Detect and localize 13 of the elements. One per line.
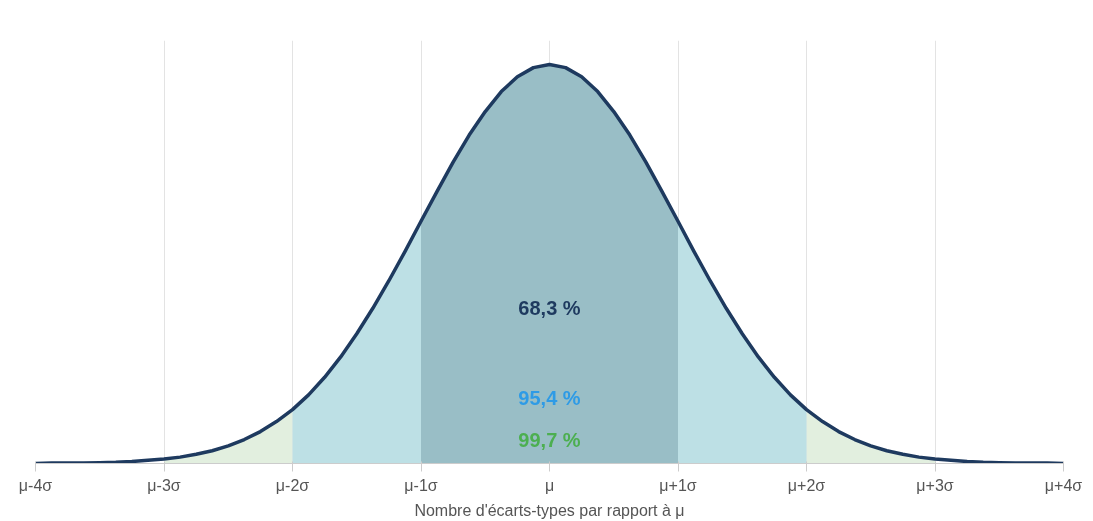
x-tick-label: μ-3σ (147, 476, 181, 494)
x-tick-label: μ+1σ (659, 476, 697, 494)
annotation: 99,7 % (518, 428, 581, 451)
x-tick-label: μ-4σ (18, 476, 53, 494)
x-tick-label: μ (544, 476, 555, 494)
x-axis-title: Nombre d'écarts-types par rapport à μ (414, 501, 685, 519)
x-tick-label: μ+4σ (1044, 476, 1083, 494)
x-tick-label: μ+2σ (787, 476, 826, 494)
x-tick-label: μ-1σ (404, 476, 438, 494)
annotation: 68,3 % (518, 296, 581, 319)
x-tick-label: μ-2σ (275, 476, 310, 494)
annotation: 95,4 % (518, 386, 581, 409)
x-tick-label: μ+3σ (916, 476, 954, 494)
